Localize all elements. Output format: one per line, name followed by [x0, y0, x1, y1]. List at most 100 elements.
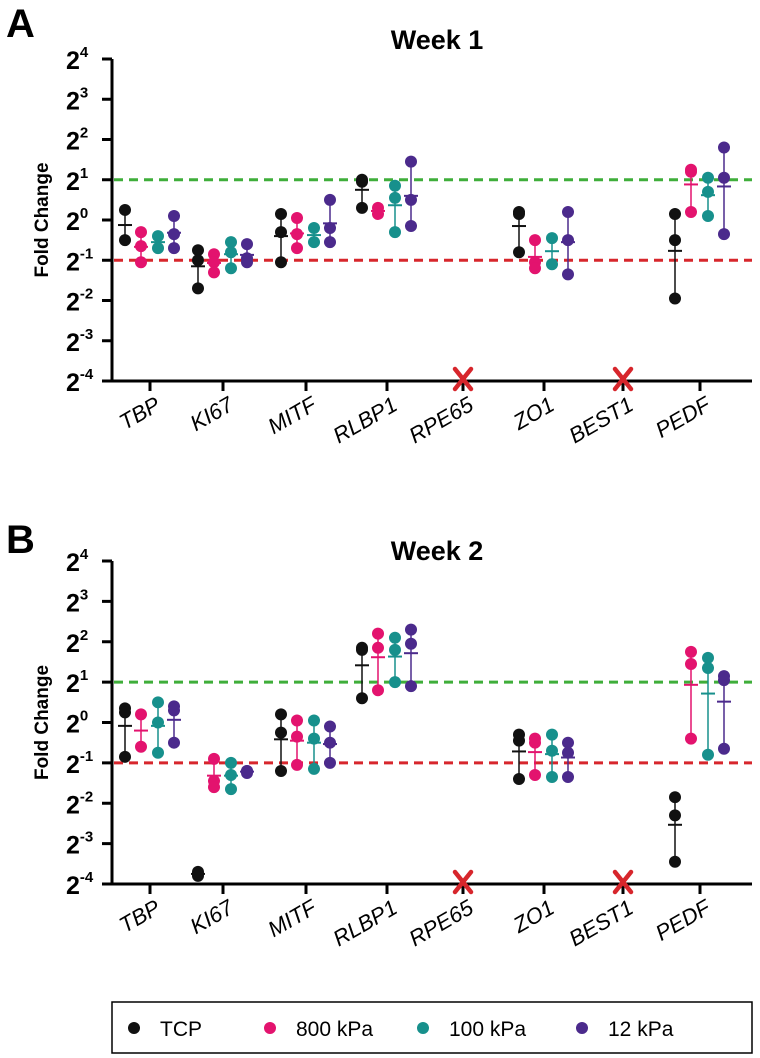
legend-label: TCP — [160, 1018, 202, 1041]
x-tick-label: KI67 — [186, 391, 238, 436]
data-point — [168, 228, 180, 241]
data-point — [685, 205, 697, 218]
data-point — [546, 771, 558, 784]
legend-box — [111, 1001, 753, 1054]
y-tick-label: 2-2 — [66, 286, 93, 317]
data-point — [192, 867, 204, 880]
x-tick-label: PEDF — [651, 391, 716, 443]
data-point — [669, 791, 681, 804]
data-point — [225, 783, 237, 796]
data-point — [372, 684, 384, 697]
data-point — [529, 234, 541, 247]
x-tick-label: TBP — [115, 895, 165, 938]
not-detected-marker — [452, 366, 474, 392]
data-point — [669, 855, 681, 868]
data-point — [152, 696, 164, 709]
data-point — [291, 758, 303, 771]
data-point — [513, 734, 525, 747]
data-point — [405, 220, 417, 233]
data-point — [119, 234, 131, 247]
data-point — [529, 768, 541, 781]
data-point — [168, 736, 180, 749]
data-point — [291, 714, 303, 727]
data-point — [135, 226, 147, 239]
data-point — [405, 680, 417, 693]
data-point — [192, 254, 204, 267]
x-tick-label: RPE65 — [405, 391, 479, 448]
legend-marker — [264, 1022, 276, 1034]
x-tick-label: ZO1 — [508, 895, 558, 939]
data-point — [119, 706, 131, 719]
data-point — [669, 292, 681, 305]
data-point — [669, 234, 681, 247]
y-tick-label: 24 — [66, 546, 89, 577]
data-point — [389, 179, 401, 192]
data-point — [562, 268, 574, 281]
data-point — [308, 732, 320, 745]
data-point — [208, 752, 220, 765]
data-point — [291, 228, 303, 241]
y-tick-label: 2-4 — [66, 869, 94, 900]
data-point — [119, 203, 131, 216]
data-point — [372, 627, 384, 640]
data-point — [192, 282, 204, 295]
data-point — [324, 222, 336, 235]
data-point — [324, 193, 336, 206]
data-point — [529, 262, 541, 275]
data-point — [275, 207, 287, 220]
y-axis-label: Fold Change — [32, 162, 53, 277]
y-tick-label: 2-4 — [66, 366, 94, 397]
data-point — [168, 209, 180, 222]
data-point — [718, 141, 730, 154]
data-point — [135, 240, 147, 253]
y-tick-label: 22 — [66, 627, 88, 658]
data-point — [291, 242, 303, 255]
data-point — [702, 209, 714, 222]
data-point — [718, 228, 730, 241]
y-tick-label: 20 — [66, 708, 88, 739]
data-point — [702, 185, 714, 198]
data-point — [275, 764, 287, 777]
data-point — [718, 171, 730, 184]
legend-marker — [576, 1022, 588, 1034]
legend: TCP 800 kPa 100 kPa 12 kPa — [111, 1001, 753, 1054]
data-point — [241, 256, 253, 269]
data-point — [562, 771, 574, 784]
data-point — [324, 236, 336, 249]
data-point — [405, 623, 417, 636]
panel-letter: B — [6, 518, 35, 562]
x-tick-label: BEST1 — [565, 895, 638, 952]
data-point — [372, 207, 384, 220]
x-tick-label: KI67 — [186, 894, 238, 939]
data-point — [562, 736, 574, 749]
data-point — [225, 246, 237, 259]
data-point — [324, 736, 336, 749]
data-point — [275, 708, 287, 721]
data-point — [702, 661, 714, 674]
data-point — [389, 643, 401, 656]
data-point — [324, 756, 336, 769]
y-tick-label: 20 — [66, 205, 88, 236]
y-tick-label: 22 — [66, 125, 88, 156]
y-tick-label: 21 — [66, 667, 88, 698]
not-detected-marker — [452, 869, 474, 895]
legend-label: 800 kPa — [296, 1018, 373, 1041]
data-point — [356, 692, 368, 705]
x-mark-stroke — [452, 869, 474, 895]
data-point — [685, 657, 697, 670]
not-detected-marker — [612, 366, 634, 392]
legend-marker — [128, 1022, 140, 1034]
data-point — [669, 207, 681, 220]
chart-title: Week 2 — [391, 536, 484, 566]
legend-marker — [417, 1022, 429, 1034]
data-point — [389, 676, 401, 689]
data-point — [405, 193, 417, 206]
data-point — [685, 645, 697, 658]
data-point — [669, 809, 681, 822]
data-point — [389, 226, 401, 239]
legend-label: 100 kPa — [449, 1018, 526, 1041]
data-point — [702, 748, 714, 761]
data-point — [718, 742, 730, 755]
data-point — [513, 207, 525, 220]
